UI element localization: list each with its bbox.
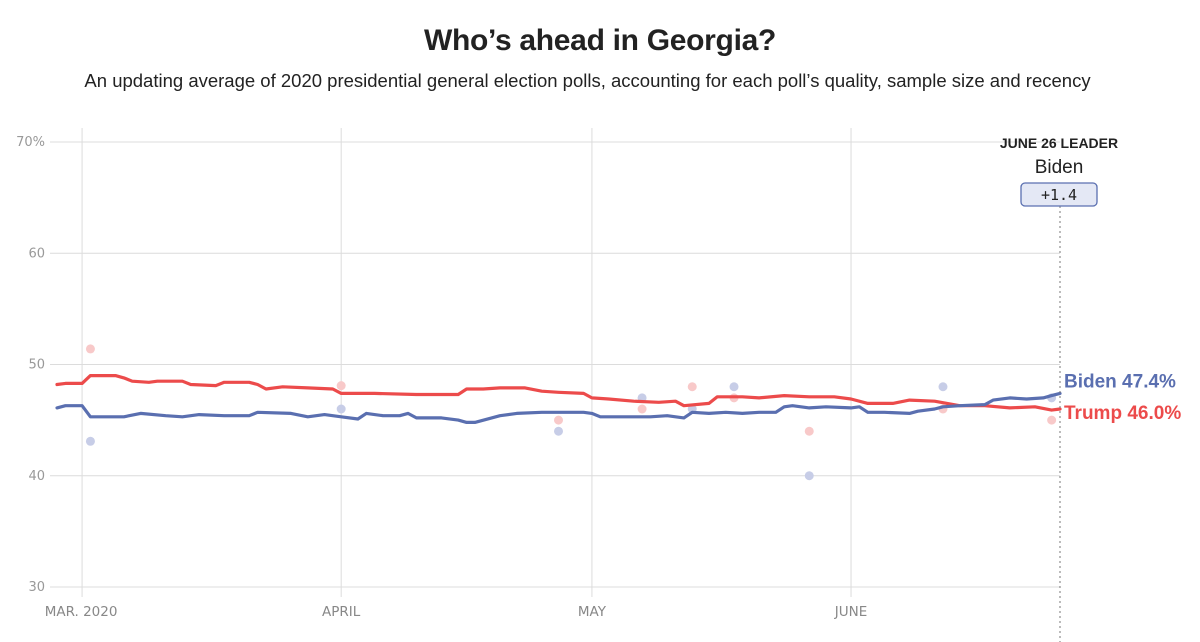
biden-poll-dot bbox=[554, 426, 563, 436]
y-tick-label: 40 bbox=[28, 469, 45, 484]
average-lines bbox=[55, 374, 1062, 424]
biden-poll-dot bbox=[938, 382, 948, 392]
chart-subtitle: An updating average of 2020 presidential… bbox=[84, 70, 1091, 91]
trump-average-line bbox=[55, 374, 1062, 412]
trump-end-label: Trump 46.0% bbox=[1064, 403, 1181, 424]
y-tick-label: 30 bbox=[28, 580, 45, 595]
end-labels: Biden 47.4% Trump 46.0% bbox=[1064, 371, 1181, 424]
leader-box: JUNE 26 LEADER Biden +1.4 bbox=[1000, 135, 1118, 207]
x-tick-label: MAR. 2020 bbox=[45, 604, 118, 620]
trump-poll-dot bbox=[804, 426, 814, 436]
biden-poll-dot bbox=[729, 382, 739, 392]
x-tick-label: MAY bbox=[578, 604, 607, 620]
biden-poll-dot bbox=[85, 436, 95, 446]
x-gridlines: MAR. 2020 APRIL MAY JUNE bbox=[45, 128, 868, 620]
leader-margin-badge bbox=[1020, 182, 1098, 207]
leader-name: Biden bbox=[1035, 157, 1084, 178]
leader-heading: JUNE 26 LEADER bbox=[1000, 135, 1118, 151]
x-tick-label: APRIL bbox=[322, 604, 361, 620]
y-tick-label: 70% bbox=[16, 135, 45, 150]
trump-poll-dot bbox=[336, 381, 346, 391]
y-tick-label: 60 bbox=[28, 246, 45, 261]
biden-end-label: Biden 47.4% bbox=[1064, 371, 1176, 392]
y-tick-label: 50 bbox=[28, 358, 45, 373]
chart-title: Who’s ahead in Georgia? bbox=[423, 24, 777, 57]
biden-poll-dot bbox=[336, 404, 346, 414]
leader-margin-value: +1.4 bbox=[1041, 186, 1077, 204]
y-gridlines: 30 40 50 60 70% bbox=[16, 135, 1060, 595]
biden-poll-dot bbox=[804, 471, 814, 481]
biden-average-line bbox=[55, 391, 1062, 424]
trump-poll-dot bbox=[1047, 415, 1057, 425]
trump-poll-dot bbox=[687, 382, 697, 392]
trump-poll-dot bbox=[85, 344, 95, 354]
x-tick-label: JUNE bbox=[834, 604, 868, 620]
trump-poll-dot bbox=[554, 415, 563, 425]
trump-poll-dot bbox=[637, 404, 647, 414]
